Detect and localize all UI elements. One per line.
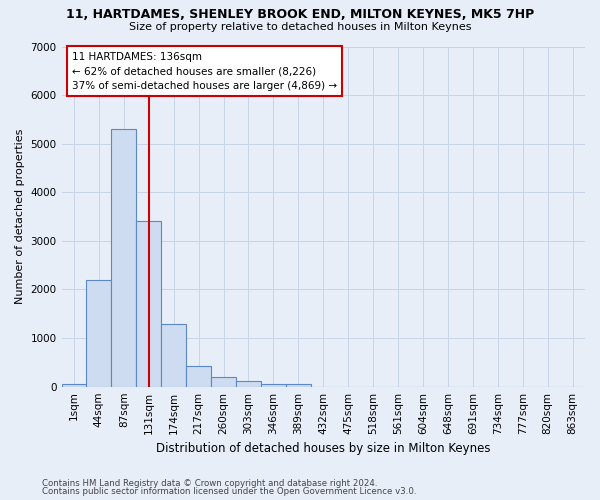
Text: 11, HARTDAMES, SHENLEY BROOK END, MILTON KEYNES, MK5 7HP: 11, HARTDAMES, SHENLEY BROOK END, MILTON… bbox=[66, 8, 534, 20]
Bar bbox=[161, 324, 186, 386]
Text: Contains public sector information licensed under the Open Government Licence v3: Contains public sector information licen… bbox=[42, 487, 416, 496]
Y-axis label: Number of detached properties: Number of detached properties bbox=[15, 129, 25, 304]
Bar bbox=[112, 129, 136, 386]
Bar bbox=[261, 384, 286, 386]
Bar bbox=[136, 222, 161, 386]
Bar bbox=[186, 366, 211, 386]
Text: Size of property relative to detached houses in Milton Keynes: Size of property relative to detached ho… bbox=[129, 22, 471, 32]
Text: Contains HM Land Registry data © Crown copyright and database right 2024.: Contains HM Land Registry data © Crown c… bbox=[42, 478, 377, 488]
X-axis label: Distribution of detached houses by size in Milton Keynes: Distribution of detached houses by size … bbox=[156, 442, 491, 455]
Bar bbox=[86, 280, 112, 386]
Text: 11 HARTDAMES: 136sqm
← 62% of detached houses are smaller (8,226)
37% of semi-de: 11 HARTDAMES: 136sqm ← 62% of detached h… bbox=[72, 52, 337, 91]
Bar bbox=[211, 377, 236, 386]
Bar bbox=[62, 384, 86, 386]
Bar bbox=[286, 384, 311, 386]
Bar bbox=[236, 381, 261, 386]
